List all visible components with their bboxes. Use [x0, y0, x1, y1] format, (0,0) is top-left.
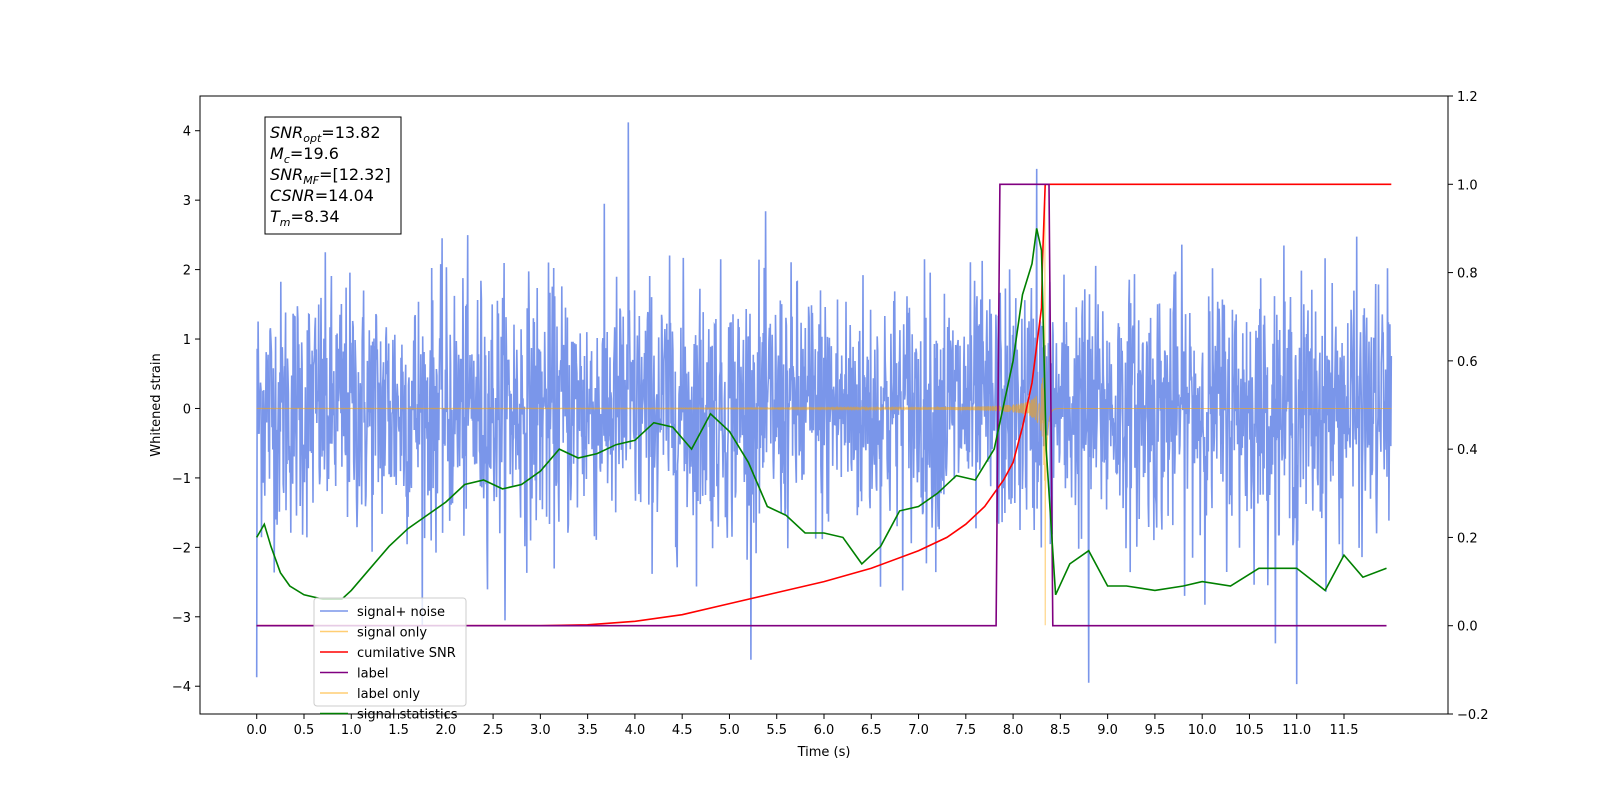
series-cumilative-snr [256, 183, 1392, 627]
x-tick-label: 8.0 [1003, 723, 1024, 738]
y-tick-label: 4 [183, 125, 191, 140]
legend-label: signal only [357, 626, 427, 641]
legend-frame [313, 597, 467, 707]
x-tick-label: 11.0 [1282, 723, 1311, 738]
x-tick-label: 5.5 [766, 723, 787, 738]
y2-tick-label: 0.4 [1457, 443, 1478, 458]
y2-tick-label: 0.6 [1457, 355, 1478, 370]
annotation-line: SNRMF=[12.32] [270, 165, 391, 187]
x-tick-label: 6.5 [861, 723, 882, 738]
y2-tick-label: 1.2 [1457, 90, 1478, 105]
x-tick-label: 5.0 [719, 723, 740, 738]
y2-tick-label: 0.0 [1457, 620, 1478, 635]
y2-tick-label: 0.8 [1457, 267, 1478, 282]
x-axis: 0.0 0.5 1.0 1.5 2.0 2.5 3.0 3.5 4.0 4.5 5.0 5.5 6.0 6… [246, 714, 1358, 738]
x-tick-label: 10.0 [1188, 723, 1217, 738]
legend-label: cumilative SNR [357, 646, 456, 661]
x-tick-label: 10.5 [1235, 723, 1264, 738]
stats-annotation-box: SNRopt=13.82Mc=19.6SNRMF=[12.32]CSNR=14.… [264, 116, 402, 235]
y2-tick-label: 0.2 [1457, 531, 1478, 546]
x-tick-label: 0.0 [246, 723, 267, 738]
y-axis-label: Whitened strain [149, 353, 164, 456]
y-tick-label: 0 [183, 402, 191, 417]
annotation-line: Mc=19.6 [270, 144, 339, 166]
x-tick-label: 4.5 [672, 723, 693, 738]
annotation-line: CSNR=14.04 [270, 186, 374, 205]
series-signal-only [256, 202, 1392, 626]
series-signal-noise [255, 122, 1393, 685]
x-tick-label: 1.5 [388, 723, 409, 738]
y-tick-label: −4 [172, 680, 191, 695]
series-layer [255, 122, 1393, 685]
x-tick-label: 2.5 [483, 723, 504, 738]
x-axis-label: Time (s) [797, 745, 851, 760]
x-tick-label: 6.0 [814, 723, 835, 738]
x-tick-label: 8.5 [1050, 723, 1071, 738]
x-tick-label: 1.0 [341, 723, 362, 738]
legend-label: label [357, 667, 388, 682]
x-tick-label: 7.5 [955, 723, 976, 738]
y2-tick-label: 1.0 [1457, 178, 1478, 193]
legend: signal+ noise signal only cumilative SNR la… [313, 597, 467, 723]
x-tick-label: 4.0 [625, 723, 646, 738]
y-tick-label: 2 [183, 264, 191, 279]
y-tick-label: −1 [172, 472, 191, 487]
x-tick-label: 0.5 [294, 723, 315, 738]
x-tick-label: 3.0 [530, 723, 551, 738]
y-tick-label: 3 [183, 194, 191, 209]
annotation-line: SNRopt=13.82 [270, 123, 381, 145]
y-tick-label: −3 [172, 611, 191, 626]
x-tick-label: 3.5 [577, 723, 598, 738]
legend-label: label only [357, 687, 420, 702]
y2-tick-label: −0.2 [1457, 708, 1489, 723]
x-tick-label: 9.0 [1097, 723, 1118, 738]
legend-label: signal statistics [357, 708, 458, 723]
y-axis-left: −4 −3 −2 −1 0 1 2 3 4 [172, 125, 200, 695]
y-axis-right: −0.2 0.0 0.2 0.4 0.6 0.8 1.0 1.2 [1448, 90, 1489, 723]
x-tick-label: 11.5 [1330, 723, 1359, 738]
x-tick-label: 2.0 [435, 723, 456, 738]
series-label [256, 183, 1387, 627]
annotation-box [264, 116, 402, 235]
y-tick-label: 1 [183, 333, 191, 348]
x-tick-label: 7.0 [908, 723, 929, 738]
legend-label: signal+ noise [357, 605, 445, 620]
annotation-line: Tm=8.34 [270, 207, 340, 229]
y-tick-label: −2 [172, 541, 191, 556]
series-signal-statistics [256, 228, 1387, 600]
x-tick-label: 9.5 [1145, 723, 1166, 738]
